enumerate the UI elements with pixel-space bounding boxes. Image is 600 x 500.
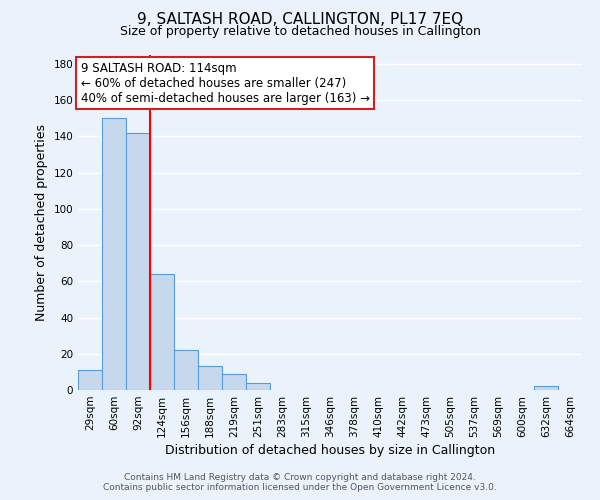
Bar [534, 386, 558, 390]
Bar [198, 366, 222, 390]
Bar [222, 374, 246, 390]
Bar [102, 118, 126, 390]
Bar [174, 350, 198, 390]
X-axis label: Distribution of detached houses by size in Callington: Distribution of detached houses by size … [165, 444, 495, 457]
Bar [126, 133, 150, 390]
Text: Size of property relative to detached houses in Callington: Size of property relative to detached ho… [119, 25, 481, 38]
Text: 9 SALTASH ROAD: 114sqm
← 60% of detached houses are smaller (247)
40% of semi-de: 9 SALTASH ROAD: 114sqm ← 60% of detached… [80, 62, 370, 104]
Y-axis label: Number of detached properties: Number of detached properties [35, 124, 48, 321]
Bar [246, 383, 270, 390]
Text: 9, SALTASH ROAD, CALLINGTON, PL17 7EQ: 9, SALTASH ROAD, CALLINGTON, PL17 7EQ [137, 12, 463, 28]
Bar [150, 274, 174, 390]
Bar [78, 370, 102, 390]
Text: Contains HM Land Registry data © Crown copyright and database right 2024.
Contai: Contains HM Land Registry data © Crown c… [103, 473, 497, 492]
